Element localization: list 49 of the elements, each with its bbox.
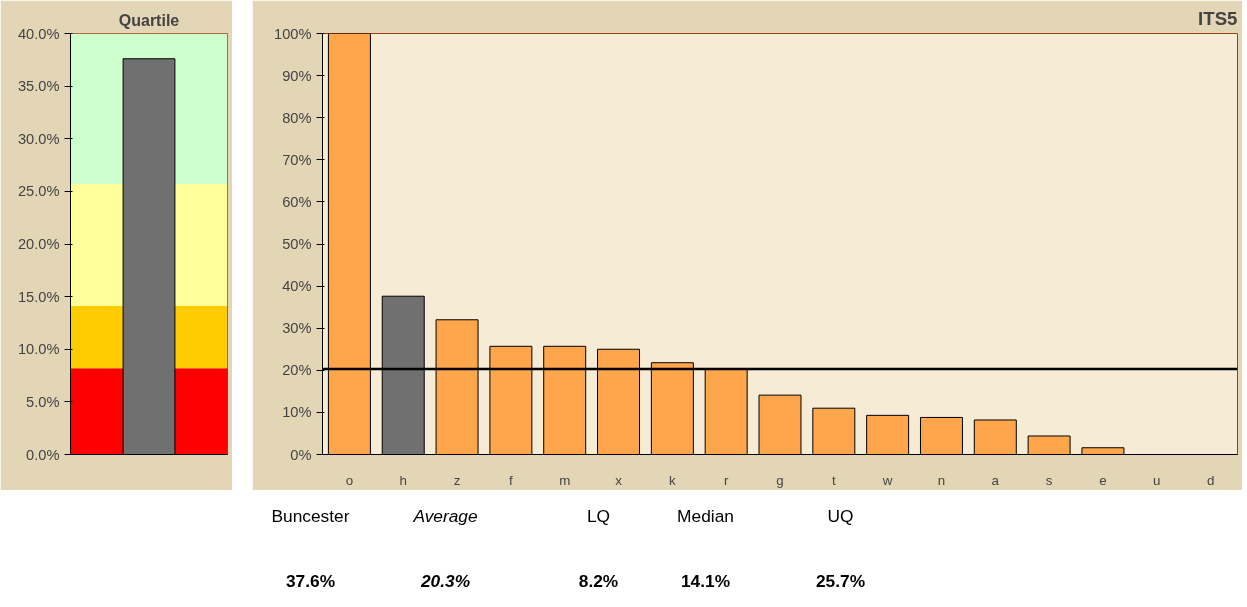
text: 14.1% [680, 570, 731, 591]
y-tick-label: 40.0% [17, 25, 60, 42]
chart-title: ITS5 [1198, 7, 1238, 29]
x-tick-label: x [615, 472, 623, 488]
x-tick-label: t [831, 472, 836, 488]
x-tick-label: z [453, 472, 461, 488]
y-tick-label: 90% [282, 67, 312, 84]
x-tick-label: o [345, 472, 354, 488]
y-tick-label: 30.0% [17, 130, 60, 147]
y-tick-label: 100% [274, 25, 312, 42]
text: Median [677, 505, 734, 526]
text: Average [412, 505, 478, 526]
y-tick-label: 35.0% [17, 78, 60, 95]
x-tick-label: g [776, 472, 784, 488]
y-tick-label: 30% [282, 320, 312, 337]
text: 37.6% [285, 570, 336, 591]
y-tick-label: 20.0% [17, 236, 60, 252]
x-tick-label: w [881, 472, 893, 488]
chart-title: Quartile [118, 11, 180, 29]
x-tick-label: k [669, 472, 677, 488]
y-tick-label: 60% [282, 193, 312, 210]
text: 25.7% [815, 570, 866, 591]
x-tick-label: e [1099, 472, 1107, 488]
y-tick-label: 10.0% [17, 341, 60, 358]
x-tick-label: s [1045, 472, 1053, 488]
text: Buncester [271, 505, 350, 526]
x-tick-label: r [723, 472, 729, 488]
y-tick-label: 25.0% [17, 183, 60, 200]
x-tick-label: m [559, 472, 571, 488]
text: LQ [586, 505, 611, 526]
text: 8.2% [578, 570, 619, 591]
x-tick-label: u [1153, 472, 1161, 488]
y-tick-label: 50% [282, 236, 312, 252]
y-tick-label: 20% [282, 362, 312, 379]
x-tick-label: d [1206, 472, 1215, 488]
y-tick-label: 0.0% [26, 446, 60, 463]
text: UQ [827, 505, 854, 526]
x-tick-label: a [991, 472, 1000, 488]
y-tick-label: 0% [290, 446, 312, 463]
y-tick-label: 40% [282, 278, 312, 295]
y-tick-label: 5.0% [26, 393, 60, 410]
y-tick-label: 80% [282, 109, 312, 126]
text: 20.3% [419, 570, 471, 591]
x-tick-label: f [509, 472, 514, 488]
x-tick-label: n [937, 472, 946, 488]
y-tick-label: 70% [282, 151, 312, 168]
y-tick-label: 15.0% [17, 288, 60, 305]
y-tick-label: 10% [282, 404, 312, 421]
x-tick-label: h [399, 472, 407, 488]
